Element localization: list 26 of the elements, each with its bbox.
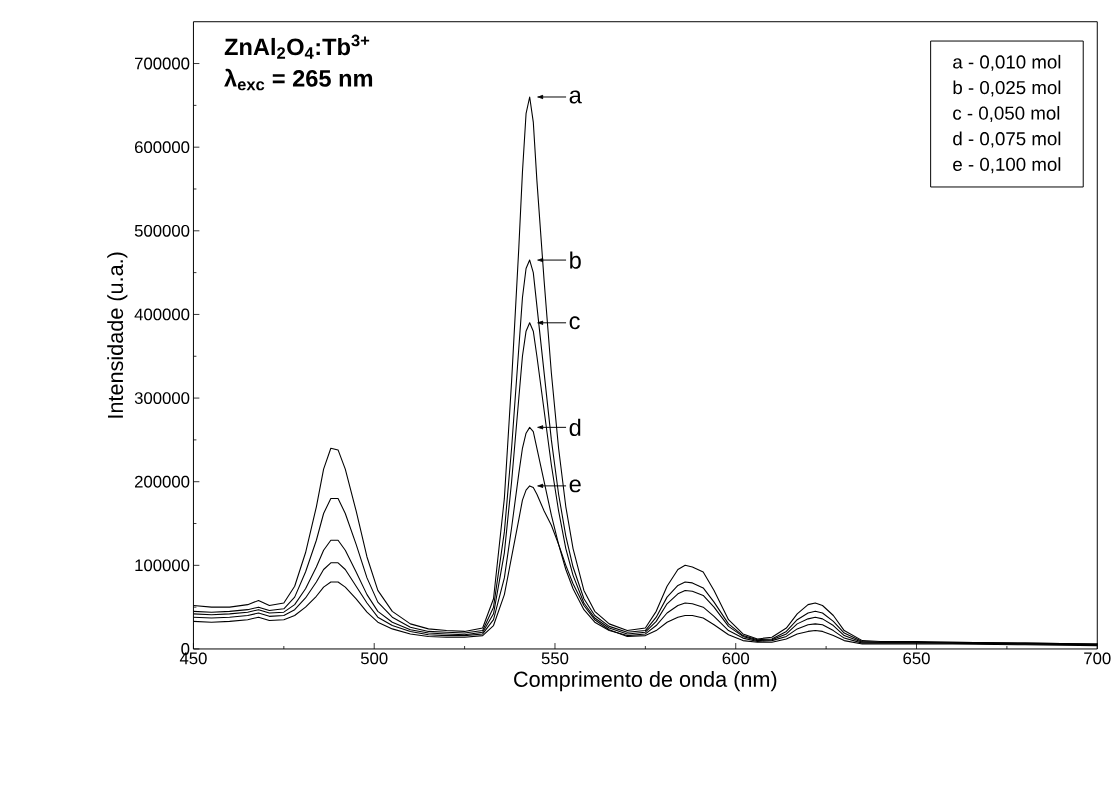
x-tick-label: 500 bbox=[360, 652, 388, 665]
x-tick-label: 600 bbox=[722, 652, 750, 665]
legend-label: a bbox=[569, 90, 582, 104]
annotation: c - 0,050 mol bbox=[953, 106, 1060, 122]
legend-label: e bbox=[569, 479, 581, 493]
y-axis-title: Intensidade (u.a.) bbox=[107, 252, 128, 418]
annotation: b - 0,025 mol bbox=[953, 80, 1061, 97]
x-tick-label: 650 bbox=[903, 652, 930, 665]
x-tick-label: 550 bbox=[541, 652, 569, 665]
annotation: e - 0,100 mol bbox=[953, 157, 1061, 174]
legend-label: b bbox=[570, 251, 581, 269]
x-axis-title: Comprimento de onda (nm) bbox=[514, 671, 777, 692]
y-tick-label: 300000 bbox=[134, 392, 190, 404]
y-tick-label: 600000 bbox=[135, 141, 190, 154]
y-tick-label: 500000 bbox=[134, 224, 190, 237]
y-tick-label: 100000 bbox=[135, 559, 190, 572]
x-tick-label: 700 bbox=[1084, 652, 1111, 665]
annotation: ZnAl$_{2}$O$_{4}$:Tb$^{3+}$ bbox=[224, 34, 370, 59]
annotation: d - 0,075 mol bbox=[953, 131, 1061, 148]
y-tick-label: 400000 bbox=[134, 308, 190, 321]
annotation: λ$_{exc}$ = 265 nm bbox=[224, 68, 373, 91]
y-tick-label: 700000 bbox=[135, 57, 190, 70]
annotation: a - 0,010 mol bbox=[953, 54, 1061, 71]
y-tick-label: 200000 bbox=[135, 475, 190, 488]
legend-label: c bbox=[569, 316, 580, 330]
legend-label: d bbox=[569, 418, 581, 437]
